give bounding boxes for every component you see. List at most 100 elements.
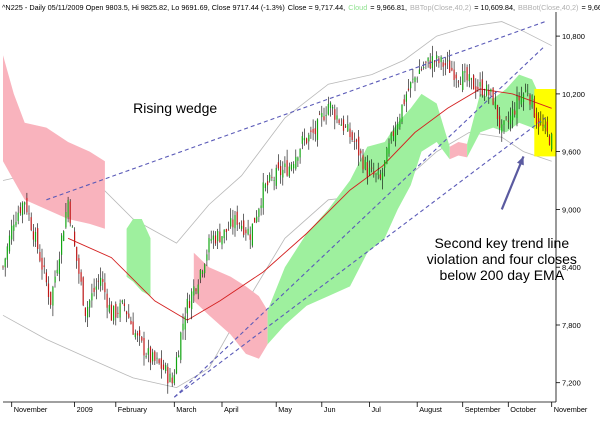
candle-139 (303, 128, 305, 146)
candle-body-down (535, 113, 538, 124)
candle-216 (470, 77, 472, 90)
candle-body-up (180, 332, 182, 360)
candle-73 (160, 350, 162, 379)
candle-body-up (147, 348, 149, 355)
candle-body-down (143, 338, 145, 356)
candle-219 (477, 79, 479, 92)
candle-body-up (381, 172, 384, 180)
candle-210 (457, 80, 459, 88)
candle-body-down (533, 98, 535, 118)
candle-body-down (518, 96, 520, 101)
candle-body-up (34, 232, 37, 242)
candle-199 (434, 60, 436, 72)
candle-body-up (297, 157, 299, 161)
candle-117 (256, 210, 258, 224)
trend-line-1 (173, 45, 546, 398)
candle-201 (438, 56, 440, 68)
candle-100 (219, 223, 221, 243)
candle-146 (319, 110, 321, 116)
candle-21 (47, 276, 50, 305)
candle-body-down (349, 128, 351, 137)
candle-body-down (128, 313, 130, 318)
candle-153 (334, 104, 336, 130)
candle-body-down (338, 119, 340, 124)
candle-body-up (204, 264, 206, 274)
candle-156 (340, 118, 342, 126)
cloud-red-region-2 (449, 142, 468, 160)
annotation-line: below 200 day EMA (440, 267, 565, 283)
candle-body-up (512, 109, 514, 121)
candle-207 (451, 60, 453, 72)
candle-193 (420, 66, 423, 72)
candle-128 (280, 160, 282, 184)
candle-body-up (303, 138, 305, 141)
candle-120 (262, 173, 264, 215)
candle-body-down (345, 126, 347, 128)
candle-45 (100, 267, 102, 292)
ema50-line (67, 88, 552, 321)
candle-96 (210, 230, 212, 244)
candle-body-up (91, 293, 93, 301)
candle-129 (282, 161, 284, 186)
candle-231 (503, 120, 505, 134)
candle-body-down (195, 289, 197, 291)
candle-168 (366, 155, 368, 185)
candle-236 (514, 102, 516, 118)
candle-108 (236, 205, 238, 231)
candle-body-up (264, 184, 266, 188)
candle-250 (544, 117, 546, 135)
candle-1 (4, 257, 6, 277)
candle-body-up (95, 286, 97, 290)
candle-body-up (8, 235, 11, 252)
candle-248 (540, 111, 542, 126)
candle-110 (241, 220, 243, 232)
candle-body-up (108, 304, 110, 312)
candle-206 (449, 49, 451, 73)
candle-54 (119, 299, 121, 322)
candle-155 (338, 118, 340, 125)
candle-body-down (76, 246, 78, 261)
candle-82 (180, 331, 182, 364)
candle-182 (397, 116, 399, 135)
candle-body-up (241, 225, 243, 229)
candle-body-down (434, 61, 436, 63)
candle-186 (405, 91, 407, 113)
candle-134 (293, 161, 295, 174)
candle-167 (364, 156, 366, 171)
candle-211 (460, 76, 462, 85)
candle-body-down (139, 330, 141, 336)
candle-body-up (490, 89, 492, 92)
candle-body-down (371, 167, 373, 169)
y-tick-label: 7,800 (562, 321, 581, 330)
candle-body-down (69, 201, 71, 224)
candle-19 (43, 257, 45, 274)
candle-body-down (2, 266, 4, 268)
candle-body-up (423, 67, 425, 68)
candle-42 (93, 278, 95, 297)
candle-body-up (412, 78, 414, 80)
candle-30 (67, 196, 69, 223)
candle-127 (277, 154, 279, 171)
candle-body-down (37, 228, 39, 249)
candle-body-up (293, 164, 295, 169)
candle-body-up (134, 333, 136, 338)
candle-body-up (71, 226, 73, 228)
candle-body-down (158, 359, 160, 364)
candle-body-up (273, 180, 275, 181)
candle-33 (74, 227, 76, 247)
candle-188 (410, 81, 412, 98)
candle-body-up (4, 258, 6, 268)
candle-246 (535, 107, 538, 129)
title-segment-5: = 10,609.84, (474, 3, 515, 12)
candle-body-up (17, 212, 19, 222)
candle-76 (167, 363, 169, 394)
candle-179 (390, 131, 392, 144)
candle-body-up (377, 171, 379, 175)
candle-98 (214, 231, 217, 246)
candle-245 (533, 95, 535, 118)
candle-body-up (327, 104, 329, 115)
candle-197 (429, 53, 431, 70)
candle-94 (206, 249, 208, 267)
candle-70 (154, 350, 156, 365)
